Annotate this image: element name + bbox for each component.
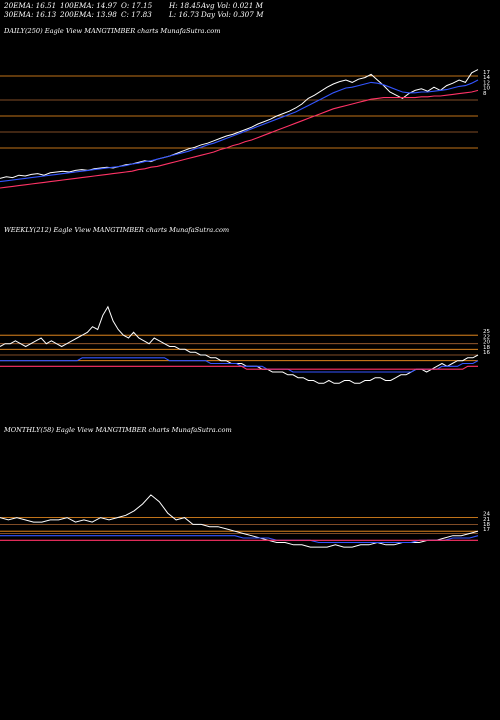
stat-day-vol: Day Vol: 0.307 M	[201, 10, 264, 19]
daily-y-tick-label: 14	[483, 75, 490, 81]
weekly-ema-slow-line	[0, 365, 478, 370]
monthly-chart-title: MONTHLY(58) Eagle View MANGTIMBER charts…	[4, 426, 232, 434]
stat-20ema: 20EMA: 16.51	[4, 1, 57, 10]
stat-high: H: 18.45	[169, 1, 201, 10]
daily-ema-fast-line	[0, 79, 479, 183]
daily-y-tick-label: 17	[483, 70, 490, 76]
stat-low: L: 16.73	[169, 10, 200, 19]
daily-ema-slow-line	[0, 89, 479, 189]
stat-close: C: 17.83	[121, 10, 152, 19]
daily-chart-title: DAILY(250) Eagle View MANGTIMBER charts …	[4, 27, 221, 35]
weekly-y-tick-label: 20	[483, 340, 490, 346]
weekly-y-tick-label: 25	[483, 329, 490, 335]
monthly-y-tick-label: 17	[483, 527, 490, 533]
daily-y-tick-label: 8	[483, 91, 487, 97]
weekly-y-tick-label: 18	[483, 345, 490, 351]
daily-y-tick-label: 12	[483, 80, 490, 86]
stat-30ema: 30EMA: 16.13	[4, 10, 57, 19]
monthly-price-line	[0, 494, 479, 548]
monthly-ema-fast-line	[0, 535, 479, 544]
weekly-y-tick-label: 22	[483, 334, 490, 340]
monthly-y-tick-label: 21	[483, 517, 490, 523]
stat-200ema: 200EMA: 13.98	[60, 10, 117, 19]
weekly-y-tick-label: 16	[483, 350, 490, 356]
weekly-price-line	[0, 305, 479, 384]
monthly-y-tick-label: 24	[483, 512, 490, 518]
stat-open: O: 17.15	[121, 1, 153, 10]
stat-100ema: 100EMA: 14.97	[60, 1, 117, 10]
monthly-y-tick-label: 18	[483, 522, 490, 528]
weekly-chart-title: WEEKLY(212) Eagle View MANGTIMBER charts…	[4, 226, 230, 234]
daily-y-tick-label: 10	[483, 86, 490, 92]
daily-price-line	[0, 69, 479, 179]
weekly-ema-fast-line	[0, 357, 479, 373]
stats-header: 20EMA: 16.51 100EMA: 14.97 O: 17.15 H: 1…	[4, 1, 500, 21]
stat-avg-vol: Avg Vol: 0.021 M	[201, 1, 263, 10]
